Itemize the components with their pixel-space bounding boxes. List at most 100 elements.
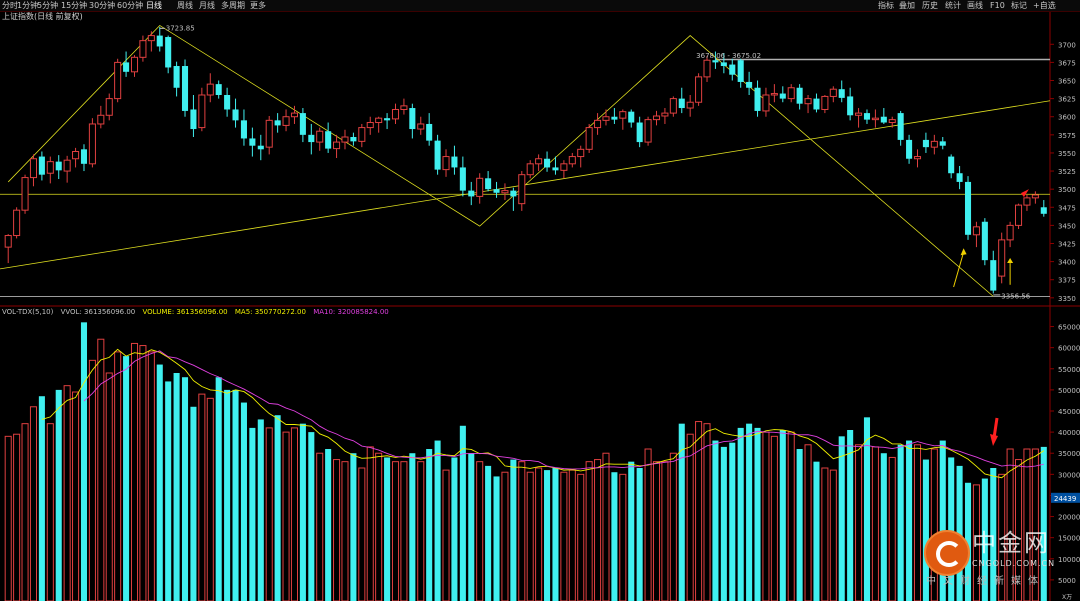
volume-bar-82 bbox=[695, 421, 703, 601]
candle-body-61 bbox=[518, 174, 526, 205]
price-tick-label-3: 3625 bbox=[1058, 96, 1076, 104]
candle-body-70 bbox=[594, 119, 602, 129]
volume-bar-83 bbox=[703, 423, 711, 601]
chart-title: 上证指数(日线 前复权) bbox=[2, 12, 83, 21]
price-tick-label-0: 3700 bbox=[1058, 41, 1076, 49]
volume-bar-31 bbox=[265, 427, 273, 601]
candle-body-92 bbox=[779, 93, 786, 99]
volume-bar-60 bbox=[510, 459, 517, 601]
candle-body-42 bbox=[358, 127, 366, 142]
volume-bar-95 bbox=[804, 444, 812, 601]
volume-bar-50 bbox=[426, 449, 433, 601]
toolbar-item-5[interactable]: 60分钟 bbox=[117, 1, 144, 10]
volume-bar-75 bbox=[636, 468, 643, 601]
candle-body-118 bbox=[998, 239, 1006, 277]
volume-bar-41 bbox=[350, 453, 357, 601]
watermark-cn: 中金网 bbox=[972, 529, 1050, 557]
volume-bar-109 bbox=[922, 459, 929, 601]
volume-bar-110 bbox=[930, 448, 938, 601]
current-volume-value: 24439 bbox=[1054, 495, 1076, 503]
candle-body-37 bbox=[316, 130, 324, 143]
toolbar-item-1[interactable]: 1分钟 bbox=[17, 1, 39, 10]
volume-bar-112 bbox=[948, 457, 955, 601]
toolbar-right-item-4[interactable]: 画线 bbox=[967, 1, 983, 10]
volume-bar-24 bbox=[206, 397, 214, 601]
volume-bar-45 bbox=[384, 457, 391, 601]
candle-body-5 bbox=[46, 161, 54, 174]
toolbar-right-item-6[interactable]: 标记 bbox=[1011, 1, 1027, 10]
toolbar-item-6[interactable]: 日线 bbox=[146, 1, 162, 10]
candle-body-122 bbox=[1031, 194, 1039, 199]
volume-bar-55 bbox=[468, 453, 475, 601]
price-tick-label-8: 3500 bbox=[1058, 186, 1076, 194]
candle-body-45 bbox=[384, 118, 391, 121]
candle-body-69 bbox=[585, 127, 593, 150]
price-tick-label-1: 3675 bbox=[1058, 59, 1076, 67]
candle-body-48 bbox=[409, 108, 416, 130]
toolbar-right-item-0[interactable]: 指标 bbox=[878, 1, 894, 10]
toolbar-right-item-5[interactable]: F10 bbox=[990, 1, 1005, 10]
toolbar-item-7[interactable]: 周线 bbox=[177, 1, 193, 10]
candle-body-83 bbox=[703, 59, 711, 78]
volume-bar-6 bbox=[55, 389, 62, 601]
toolbar-item-2[interactable]: 5分钟 bbox=[37, 1, 59, 10]
toolbar-item-10[interactable]: 更多 bbox=[250, 1, 266, 10]
volume-bar-22 bbox=[190, 406, 197, 601]
volume-bar-33 bbox=[282, 431, 290, 601]
watermark-logo: 中金网 CNGOLD.COM.CN 中文财经新媒体 bbox=[922, 528, 1072, 590]
candle-body-54 bbox=[459, 167, 466, 191]
toolbar-right-item-3[interactable]: 统计 bbox=[945, 1, 961, 10]
toolbar-right-item-7[interactable]: +自选 bbox=[1033, 1, 1056, 10]
volume-label: VOLUME: 361356096.00 bbox=[142, 308, 228, 316]
volume-bar-16 bbox=[139, 345, 147, 601]
toolbar-item-4[interactable]: 30分钟 bbox=[89, 1, 116, 10]
yellow-arrow-1-head bbox=[960, 248, 967, 256]
toolbar-item-3[interactable]: 15分钟 bbox=[61, 1, 88, 10]
candle-body-68 bbox=[577, 148, 585, 158]
red-arrow-volume-head bbox=[990, 434, 998, 446]
candle-body-119 bbox=[1006, 224, 1014, 241]
volume-bar-7 bbox=[63, 385, 71, 601]
toolbar-item-0[interactable]: 分时 bbox=[2, 1, 18, 10]
candle-body-60 bbox=[510, 190, 517, 197]
volume-bar-18 bbox=[156, 364, 163, 601]
toolbar-right-item-2[interactable]: 历史 bbox=[922, 1, 938, 10]
volume-bar-122 bbox=[1031, 448, 1039, 601]
volume-header: VOL-TDX(5,10) VVOL: 361356096.00 VOLUME:… bbox=[2, 307, 394, 317]
volume-bar-25 bbox=[215, 377, 222, 601]
candle-body-1 bbox=[13, 209, 21, 237]
price-tick-label-12: 3400 bbox=[1058, 259, 1076, 267]
yellow-arrow-2-head bbox=[1007, 258, 1014, 264]
candle-body-46 bbox=[391, 108, 400, 120]
toolbar-item-8[interactable]: 月线 bbox=[199, 1, 215, 10]
volume-bar-94 bbox=[796, 449, 803, 601]
volume-tick-label-1: 60000 bbox=[1058, 345, 1080, 353]
toolbar-item-9[interactable]: 多周期 bbox=[221, 1, 245, 10]
price-tick-label-11: 3425 bbox=[1058, 240, 1076, 248]
volume-bar-27 bbox=[232, 389, 239, 601]
volume-bar-62 bbox=[526, 471, 534, 601]
candle-body-56 bbox=[476, 177, 484, 197]
volume-bar-85 bbox=[720, 446, 727, 601]
candle-body-90 bbox=[762, 94, 770, 112]
candle-body-109 bbox=[922, 139, 929, 148]
volume-bar-39 bbox=[333, 459, 341, 601]
zigzag-wave-line bbox=[7, 24, 994, 297]
candle-body-111 bbox=[939, 141, 946, 146]
volume-bar-72 bbox=[611, 472, 618, 601]
volume-bar-88 bbox=[746, 423, 753, 601]
toolbar-right-item-1[interactable]: 叠加 bbox=[899, 1, 915, 10]
volume-bar-40 bbox=[341, 461, 349, 601]
candle-body-78 bbox=[661, 112, 669, 117]
price-tick-label-6: 3550 bbox=[1058, 150, 1076, 158]
candle-body-84 bbox=[712, 60, 719, 63]
candle-body-93 bbox=[787, 87, 795, 100]
volume-bar-37 bbox=[316, 452, 324, 601]
volume-bar-1 bbox=[13, 433, 21, 601]
candle-body-4 bbox=[38, 156, 45, 175]
volume-bar-67 bbox=[568, 469, 576, 601]
volume-bar-73 bbox=[619, 473, 627, 601]
volume-bar-12 bbox=[105, 372, 113, 601]
volume-bar-5 bbox=[46, 423, 54, 601]
